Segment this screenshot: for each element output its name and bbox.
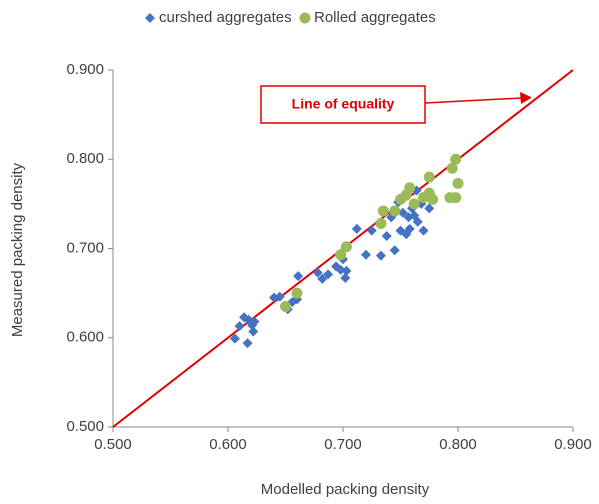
x-tick-label: 0.800 [439, 436, 477, 453]
data-point [323, 269, 334, 280]
data-point [234, 321, 245, 332]
data-point [424, 203, 435, 214]
y-axis-label: Measured packing density [9, 162, 26, 337]
legend-marker [145, 13, 155, 23]
data-point [248, 326, 259, 337]
data-point [452, 177, 464, 189]
data-point [427, 193, 439, 205]
y-tick-label: 0.800 [66, 150, 104, 167]
annotation-arrow [424, 97, 523, 104]
data-point [242, 338, 253, 349]
data-point [450, 192, 462, 204]
data-point [389, 245, 400, 256]
data-point [361, 249, 371, 260]
annotation-text: Line of equality [292, 96, 395, 112]
data-point [408, 198, 420, 210]
data-point [418, 225, 429, 236]
data-point [341, 265, 352, 276]
data-point [404, 182, 416, 194]
x-tick-label: 0.500 [94, 436, 132, 453]
x-axis-label: Modelled packing density [261, 481, 430, 498]
data-point [291, 287, 303, 299]
x-tick-label: 0.700 [324, 436, 362, 453]
data-point [377, 205, 389, 217]
data-point [423, 171, 435, 183]
data-point [317, 273, 328, 284]
data-point [340, 272, 351, 283]
data-point [389, 205, 401, 217]
data-point [397, 207, 408, 218]
data-point [404, 223, 415, 234]
data-point [335, 249, 347, 261]
data-point [446, 162, 458, 174]
legend-label: curshed aggregates [159, 9, 292, 26]
data-point [366, 225, 377, 236]
annotation-box [260, 85, 426, 124]
data-point [375, 250, 386, 261]
y-tick-label: 0.500 [66, 418, 104, 435]
y-tick-label: 0.700 [66, 239, 104, 256]
data-point [312, 267, 323, 278]
y-tick-label: 0.900 [66, 61, 104, 78]
data-point [375, 218, 387, 230]
data-point [280, 301, 291, 313]
data-point [412, 216, 423, 227]
arrow-head [520, 92, 532, 104]
data-point [381, 231, 392, 242]
data-point [229, 333, 240, 344]
data-point [340, 241, 352, 253]
legend-marker [299, 12, 311, 24]
data-point [274, 291, 285, 302]
data-point [351, 223, 362, 234]
legend-label: Rolled aggregates [314, 9, 436, 26]
x-tick-label: 0.900 [554, 436, 592, 453]
data-point [249, 316, 260, 327]
x-tick-label: 0.600 [209, 436, 247, 453]
y-tick-label: 0.600 [66, 329, 104, 346]
data-point [293, 271, 304, 282]
data-point [450, 153, 462, 165]
